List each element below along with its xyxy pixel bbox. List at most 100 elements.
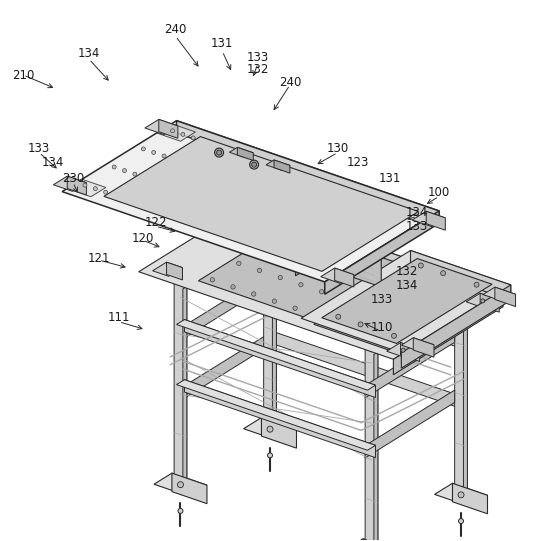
Polygon shape bbox=[487, 289, 500, 300]
Polygon shape bbox=[230, 147, 253, 158]
Polygon shape bbox=[455, 292, 467, 497]
Circle shape bbox=[401, 348, 405, 352]
Circle shape bbox=[299, 282, 303, 287]
Text: 110: 110 bbox=[370, 321, 392, 334]
Polygon shape bbox=[483, 287, 516, 302]
Text: 133: 133 bbox=[406, 220, 429, 233]
Circle shape bbox=[170, 129, 174, 133]
Circle shape bbox=[336, 314, 341, 319]
Polygon shape bbox=[412, 212, 446, 227]
Polygon shape bbox=[157, 124, 196, 141]
Polygon shape bbox=[159, 120, 178, 138]
Polygon shape bbox=[67, 176, 87, 195]
Polygon shape bbox=[154, 473, 207, 496]
Circle shape bbox=[373, 257, 377, 261]
Polygon shape bbox=[264, 227, 276, 431]
Polygon shape bbox=[480, 293, 499, 312]
Polygon shape bbox=[176, 121, 439, 223]
Circle shape bbox=[272, 299, 277, 304]
Text: 230: 230 bbox=[62, 172, 84, 185]
Circle shape bbox=[284, 252, 288, 256]
Polygon shape bbox=[365, 330, 455, 398]
Polygon shape bbox=[413, 338, 434, 357]
Circle shape bbox=[331, 242, 335, 247]
Polygon shape bbox=[322, 259, 492, 344]
Circle shape bbox=[216, 150, 221, 155]
Circle shape bbox=[181, 133, 185, 136]
Circle shape bbox=[93, 187, 98, 190]
Polygon shape bbox=[453, 483, 488, 514]
Circle shape bbox=[267, 453, 272, 458]
Circle shape bbox=[162, 154, 166, 158]
Circle shape bbox=[237, 261, 241, 266]
Polygon shape bbox=[274, 160, 290, 173]
Polygon shape bbox=[338, 238, 351, 248]
Polygon shape bbox=[321, 268, 354, 283]
Polygon shape bbox=[243, 418, 296, 441]
Polygon shape bbox=[237, 147, 253, 161]
Polygon shape bbox=[464, 296, 467, 499]
Circle shape bbox=[358, 322, 363, 327]
Polygon shape bbox=[185, 320, 375, 398]
Polygon shape bbox=[266, 160, 290, 170]
Circle shape bbox=[340, 296, 345, 301]
Polygon shape bbox=[401, 338, 434, 352]
Polygon shape bbox=[325, 211, 439, 294]
Text: 132: 132 bbox=[396, 266, 419, 279]
Circle shape bbox=[293, 306, 297, 311]
Polygon shape bbox=[192, 198, 240, 219]
Circle shape bbox=[290, 228, 294, 233]
Circle shape bbox=[459, 519, 464, 524]
Polygon shape bbox=[314, 265, 490, 352]
Polygon shape bbox=[187, 329, 276, 397]
Text: 134: 134 bbox=[42, 156, 64, 169]
Text: 131: 131 bbox=[211, 37, 233, 50]
Polygon shape bbox=[176, 320, 375, 390]
Polygon shape bbox=[466, 293, 499, 308]
Polygon shape bbox=[264, 213, 277, 223]
Circle shape bbox=[481, 299, 485, 303]
Circle shape bbox=[252, 292, 256, 296]
Circle shape bbox=[346, 273, 350, 278]
Polygon shape bbox=[495, 287, 516, 307]
Polygon shape bbox=[62, 121, 439, 282]
Polygon shape bbox=[246, 213, 262, 230]
Text: 134: 134 bbox=[396, 279, 419, 293]
Circle shape bbox=[441, 270, 446, 276]
Polygon shape bbox=[435, 483, 488, 506]
Text: 121: 121 bbox=[88, 252, 110, 265]
Circle shape bbox=[178, 481, 184, 487]
Polygon shape bbox=[176, 380, 375, 450]
Circle shape bbox=[278, 275, 282, 280]
Text: 122: 122 bbox=[144, 216, 167, 229]
Polygon shape bbox=[272, 231, 276, 434]
Text: 210: 210 bbox=[12, 69, 35, 82]
Text: 133: 133 bbox=[247, 51, 269, 64]
Text: 240: 240 bbox=[279, 76, 301, 89]
Polygon shape bbox=[145, 120, 178, 135]
Circle shape bbox=[83, 183, 87, 187]
Polygon shape bbox=[153, 262, 182, 276]
Polygon shape bbox=[345, 539, 398, 541]
Polygon shape bbox=[301, 250, 511, 353]
Polygon shape bbox=[365, 348, 378, 541]
Polygon shape bbox=[248, 204, 503, 307]
Circle shape bbox=[352, 249, 356, 254]
Polygon shape bbox=[287, 206, 305, 269]
Polygon shape bbox=[187, 269, 276, 337]
Circle shape bbox=[391, 333, 396, 338]
Text: 132: 132 bbox=[247, 63, 269, 76]
Circle shape bbox=[263, 245, 267, 249]
Polygon shape bbox=[224, 209, 240, 247]
Polygon shape bbox=[401, 285, 511, 368]
Circle shape bbox=[178, 509, 183, 513]
Polygon shape bbox=[139, 204, 503, 359]
Polygon shape bbox=[295, 213, 305, 276]
Circle shape bbox=[215, 148, 224, 157]
Circle shape bbox=[367, 280, 371, 285]
Polygon shape bbox=[198, 225, 415, 325]
Polygon shape bbox=[208, 198, 240, 236]
Polygon shape bbox=[167, 262, 182, 280]
Text: 100: 100 bbox=[428, 186, 450, 199]
Circle shape bbox=[210, 278, 214, 282]
